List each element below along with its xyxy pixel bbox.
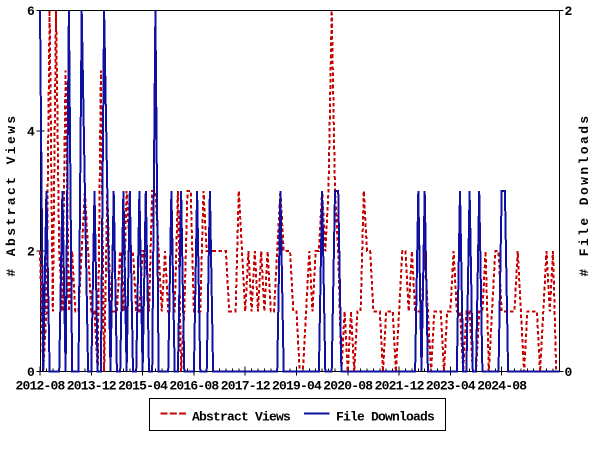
svg-text:# Abstract Views: # Abstract Views: [4, 113, 19, 276]
svg-text:2023-04: 2023-04: [426, 379, 476, 394]
svg-text:2: 2: [27, 245, 35, 260]
svg-text:4: 4: [27, 124, 35, 139]
svg-text:0: 0: [565, 365, 573, 380]
svg-text:2015-04: 2015-04: [118, 379, 168, 394]
svg-text:# File Downloads: # File Downloads: [577, 113, 592, 276]
svg-text:6: 6: [27, 4, 35, 19]
svg-text:Abstract Views: Abstract Views: [192, 410, 291, 425]
svg-text:2012-08: 2012-08: [15, 379, 65, 394]
svg-text:2021-12: 2021-12: [375, 379, 425, 394]
svg-text:2013-12: 2013-12: [67, 379, 117, 394]
svg-text:2019-04: 2019-04: [272, 379, 322, 394]
svg-text:2: 2: [565, 4, 573, 19]
svg-text:2020-08: 2020-08: [323, 379, 373, 394]
svg-text:2017-12: 2017-12: [221, 379, 271, 394]
svg-text:2024-08: 2024-08: [477, 379, 527, 394]
svg-text:2016-08: 2016-08: [169, 379, 219, 394]
svg-text:0: 0: [27, 365, 35, 380]
svg-text:File Downloads: File Downloads: [336, 410, 435, 425]
